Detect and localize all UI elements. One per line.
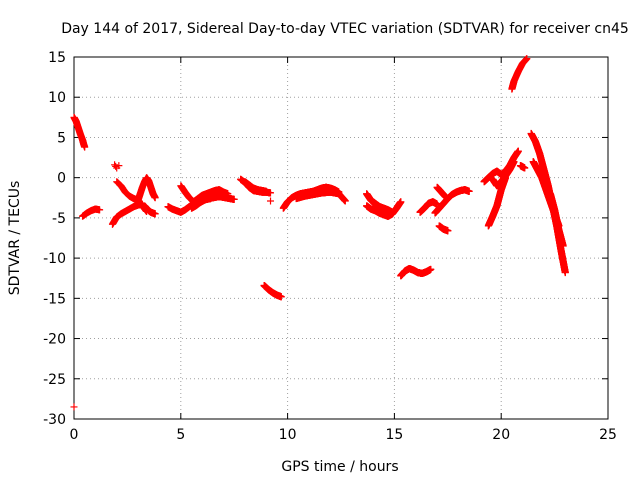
series-arc9 — [187, 193, 238, 212]
data-point — [267, 197, 275, 205]
series-arc16 — [435, 222, 452, 235]
series-arc6b — [140, 202, 159, 218]
x-tick-label: 20 — [492, 427, 510, 443]
x-tick-label: 15 — [385, 427, 403, 443]
data-point — [81, 143, 89, 151]
data-point — [96, 206, 104, 214]
x-tick-label: 0 — [70, 427, 79, 443]
y-tick-label: -15 — [43, 291, 66, 307]
series-arc11 — [260, 281, 285, 301]
y-tick-label: 15 — [48, 50, 66, 66]
data-points — [70, 55, 569, 411]
data-point — [115, 162, 123, 170]
y-tick-label: 5 — [57, 130, 66, 146]
y-tick-label: -5 — [52, 211, 66, 227]
y-tick-label: -20 — [43, 332, 66, 348]
series-arc14 — [397, 265, 435, 280]
data-point — [151, 194, 159, 202]
series-arc4 — [111, 161, 123, 172]
series-arc10c — [267, 197, 275, 205]
y-tick-label: 0 — [57, 171, 66, 187]
grid-lines — [74, 57, 608, 419]
y-tick-label: 10 — [48, 90, 66, 106]
axis-ticks: 0 5 10 15 20 25 15 10 5 0 -5 -10 -15 -20 -25 -30 — [43, 50, 617, 443]
x-tick-label: 5 — [176, 427, 185, 443]
data-point — [70, 403, 78, 411]
y-tick-label: -25 — [43, 372, 66, 388]
chart-title: Day 144 of 2017, Sidereal Day-to-day VTE… — [61, 21, 629, 37]
y-tick-label: -30 — [43, 412, 66, 428]
series-arc1b — [70, 403, 78, 411]
y-tick-label: -10 — [43, 251, 66, 267]
x-tick-label: 25 — [599, 427, 617, 443]
data-point — [112, 162, 120, 170]
data-point — [151, 210, 159, 218]
x-tick-label: 10 — [279, 427, 297, 443]
series-arc6 — [134, 174, 159, 204]
plot-frame — [73, 56, 609, 420]
series-arc1 — [70, 113, 89, 151]
series-arc2 — [79, 205, 104, 220]
